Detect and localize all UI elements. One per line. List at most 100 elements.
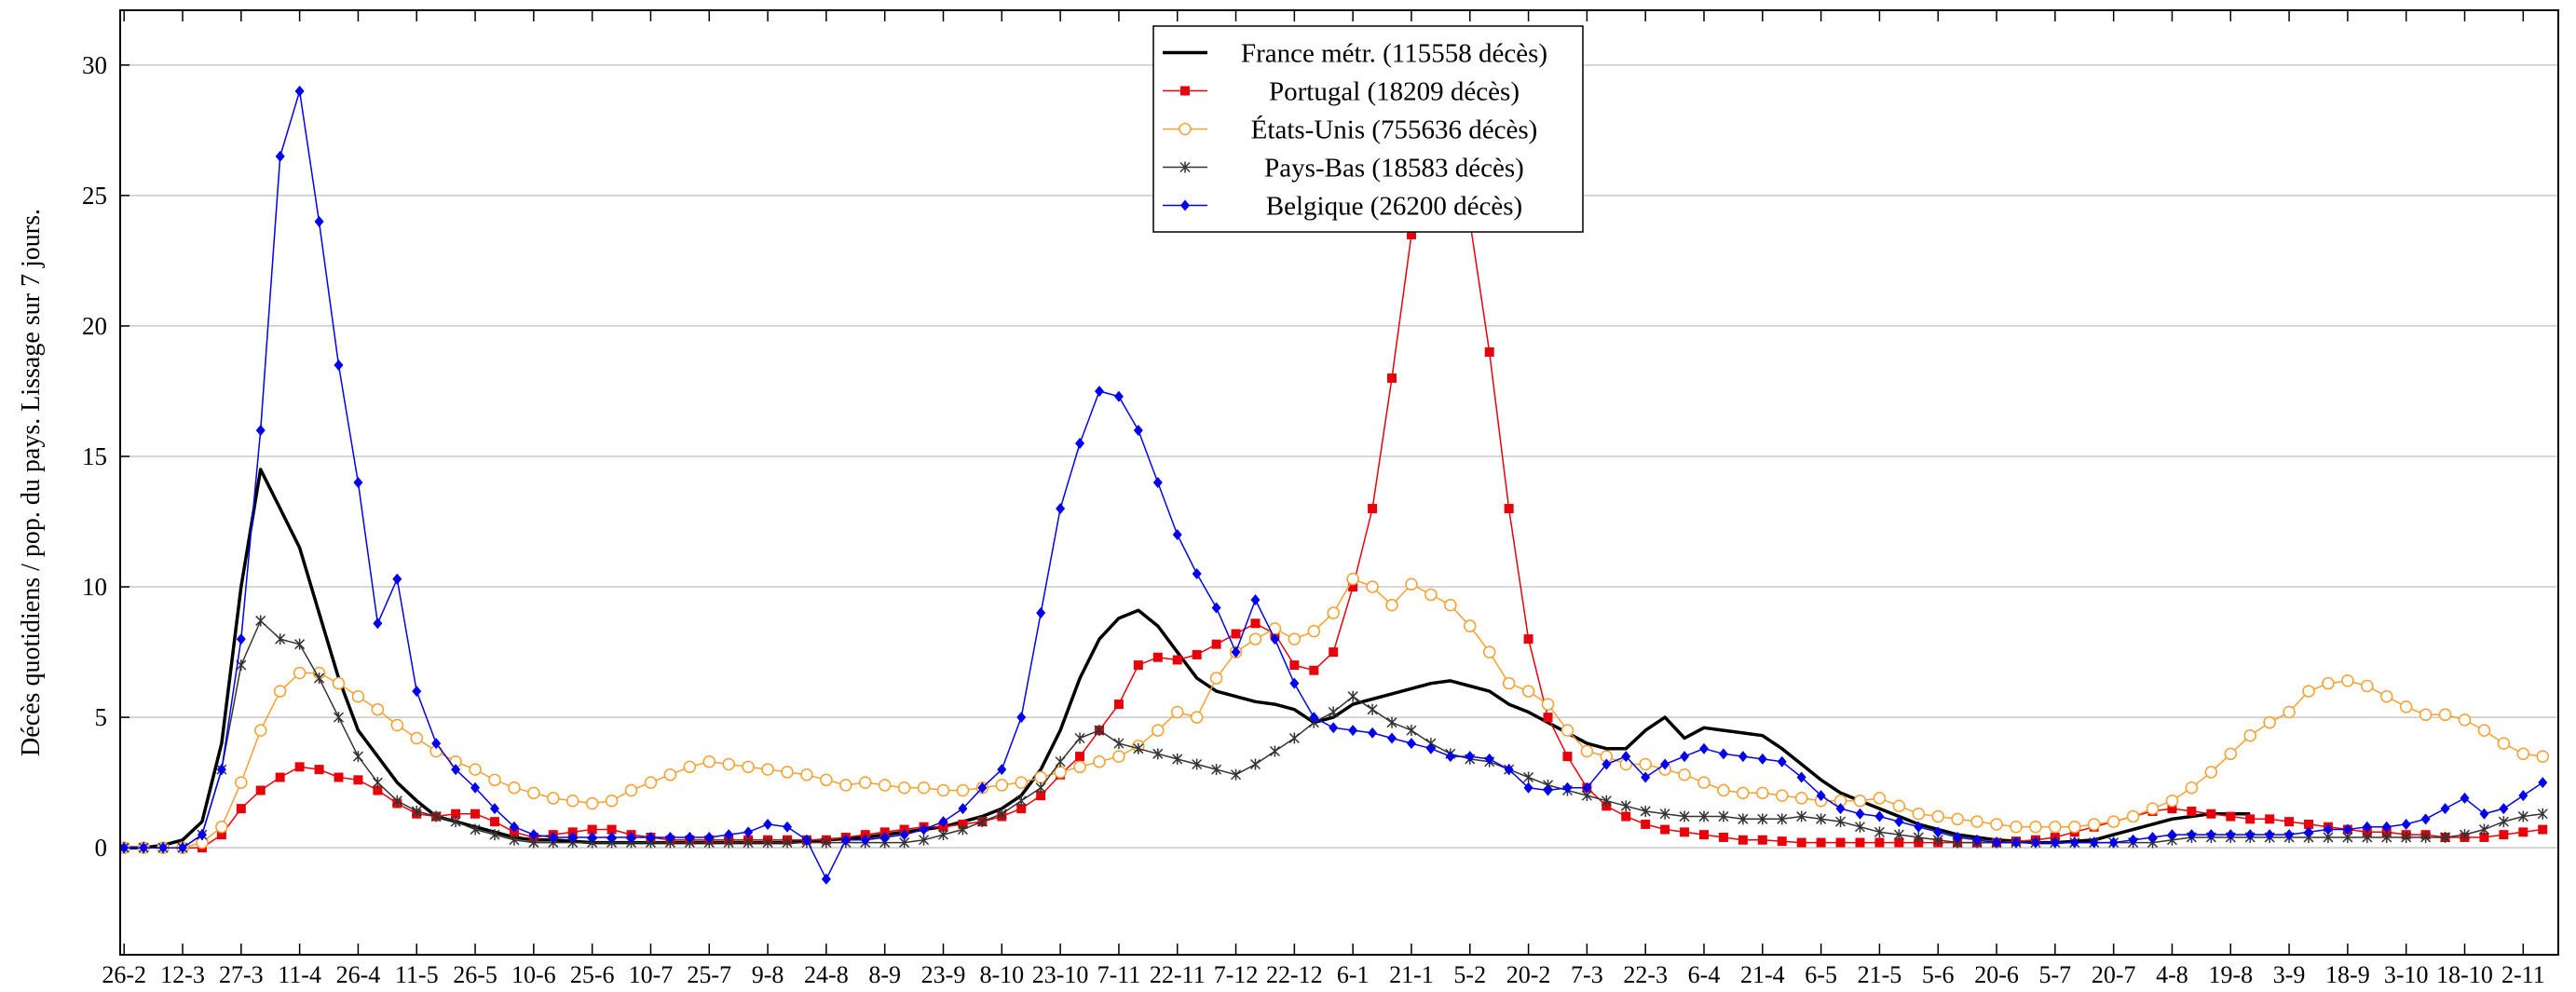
y-tick-label: 20 [82,312,107,340]
data-point [1678,768,1691,781]
data-point [1249,758,1261,770]
data-point [1562,752,1573,762]
data-point [1894,837,1904,848]
data-point [2499,803,2509,815]
data-point [139,842,149,854]
data-point [351,689,365,703]
x-tick-label: 5-6 [1922,961,1955,988]
data-point [509,821,519,833]
data-point [860,834,870,846]
data-point [235,776,248,789]
data-point [2245,829,2256,841]
data-point [294,85,305,97]
data-point [2206,829,2216,841]
data-point [2537,808,2548,820]
data-point [1405,578,1418,591]
data-point [410,731,423,745]
data-point [1172,753,1183,765]
data-point [958,803,968,815]
data-point [1697,776,1711,789]
data-point [996,808,1007,820]
data-point [1075,752,1085,762]
legend-label: Portugal (18209 décès) [1269,77,1520,107]
legend-label: France métr. (115558 décès) [1241,39,1547,69]
data-point [977,781,988,794]
data-point [294,638,306,650]
data-point [1231,629,1241,639]
data-point [253,724,267,737]
data-point [1172,529,1182,541]
legend-marker [1179,161,1191,173]
data-point [2458,713,2472,727]
data-point [2302,685,2315,698]
data-point [995,779,1009,792]
data-point [585,796,599,810]
data-point [2284,829,2295,841]
data-point [430,810,442,822]
data-point [1874,826,1885,838]
data-point [1309,665,1319,675]
data-point [1112,750,1125,763]
x-tick-label: 23-9 [921,961,966,988]
data-point [197,829,207,841]
data-point [1641,771,1651,783]
x-tick-label: 21-5 [1858,961,1902,988]
data-point [879,831,890,843]
data-point [334,359,344,371]
data-point [1113,738,1124,750]
data-point [821,836,832,849]
data-point [470,809,481,819]
x-tick-label: 7-11 [1097,961,1141,988]
data-point [2538,777,2548,789]
y-tick-label: 15 [82,442,107,470]
data-point [957,823,968,836]
data-point [859,776,872,789]
data-point [607,831,617,843]
data-point [1621,811,1631,822]
data-point [1912,807,1926,821]
data-point [470,823,481,836]
data-point [1133,742,1144,754]
data-point [2460,792,2470,804]
x-tick-label: 5-7 [2039,961,2072,988]
data-point [566,794,579,808]
data-point [1016,804,1027,814]
data-point [2420,831,2432,843]
data-point [2498,816,2509,828]
data-point [1406,738,1416,750]
data-point [762,836,773,849]
data-point [1152,748,1164,760]
data-point [626,831,636,843]
x-tick-label: 18-9 [2325,961,2370,988]
x-tick-label: 24-8 [804,961,849,988]
data-point [1931,809,1944,823]
data-point [2069,836,2079,849]
data-point [1348,582,1358,592]
data-point [702,754,716,768]
data-point [1913,831,1924,843]
data-point [782,836,793,849]
x-tick-label: 3-9 [2273,961,2306,988]
data-point [215,820,228,834]
data-point [273,685,287,698]
data-point [685,831,695,843]
y-tick-label: 10 [82,573,107,601]
data-point [372,777,383,789]
data-point [1894,816,1904,828]
data-point [451,764,461,776]
data-point [2478,823,2489,836]
legend-marker [1179,122,1192,136]
data-point [2265,829,2275,841]
y-tick-label: 0 [95,834,108,862]
data-point [2361,679,2374,693]
data-point [937,829,949,841]
data-point [1016,712,1027,724]
x-tick-label: 26-2 [102,961,146,988]
data-point [2128,834,2138,846]
data-point [683,760,697,774]
x-tick-label: 23-10 [1032,961,1089,988]
legend-label: Belgique (26200 décès) [1266,192,1522,222]
data-point [1368,504,1378,514]
data-point [1289,660,1300,671]
data-point [275,772,285,782]
